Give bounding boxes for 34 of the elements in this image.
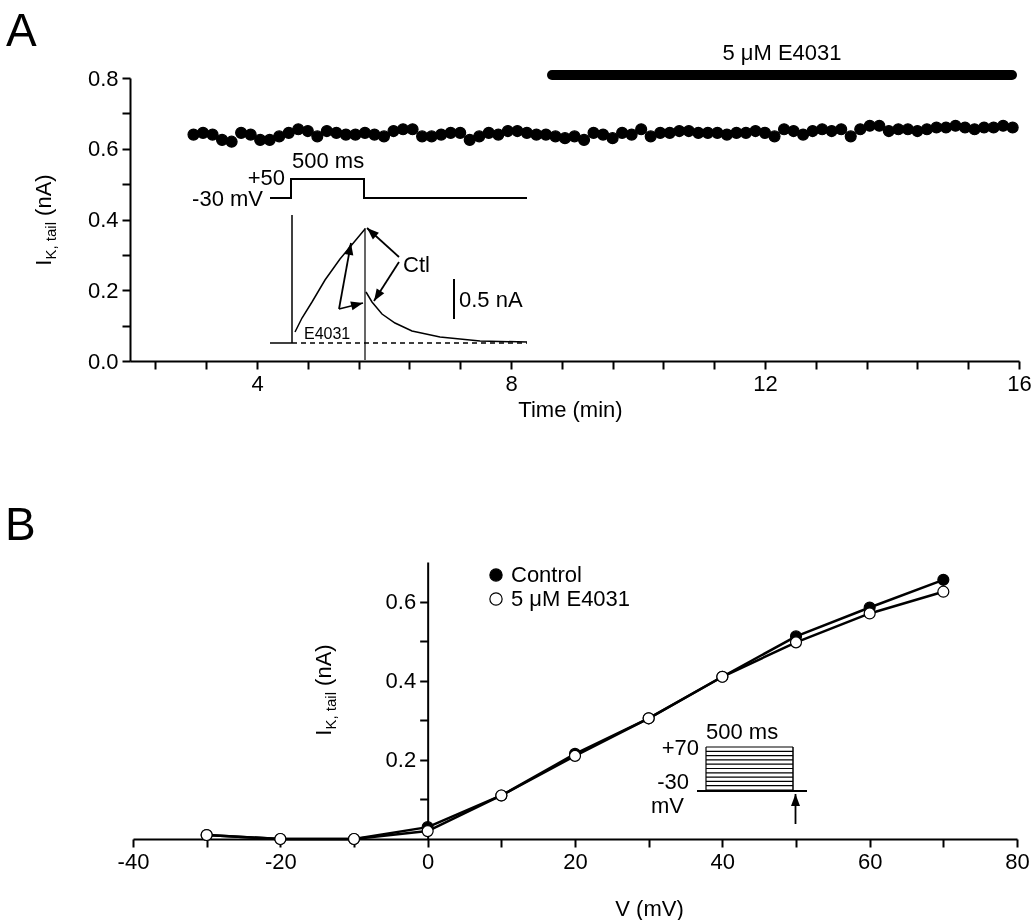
annotation: 500 ms: [292, 148, 365, 173]
x-tick-label: 12: [753, 370, 778, 396]
y-tick-label: 0.4: [87, 207, 119, 232]
annotation: Ctl: [403, 252, 430, 277]
y-tick-label: 0.2: [87, 277, 119, 303]
legend-label: Control: [511, 562, 582, 587]
x-axis-title: V (mV): [615, 895, 684, 920]
x-tick-label: 20: [563, 848, 588, 874]
x-tick-label: 40: [710, 848, 736, 874]
x-tick-label: 80: [1005, 848, 1030, 874]
y-tick-label: 0.8: [87, 65, 119, 91]
x-tick-label: 60: [857, 848, 883, 874]
annotation: -30: [657, 769, 689, 794]
annotation: E4031: [304, 325, 351, 342]
y-tick-label: 0.2: [385, 747, 417, 773]
y-tick-label: 0.0: [87, 348, 119, 374]
x-axis-title: Time (min): [518, 396, 623, 422]
chart-title: A: [6, 4, 37, 56]
x-tick-label: -40: [117, 848, 150, 874]
y-tick-label: 0.6: [385, 589, 417, 615]
legend-label: 5 μM E4031: [511, 586, 631, 611]
y-tick-label: 0.6: [87, 136, 119, 162]
annotation: 0.5 nA: [459, 287, 523, 312]
x-tick-label: 8: [505, 370, 518, 396]
x-tick-label: 16: [1007, 370, 1032, 396]
annotation: +70: [661, 735, 699, 760]
x-tick-label: 0: [422, 848, 435, 874]
x-tick-label: 4: [251, 370, 264, 396]
annotation: 500 ms: [706, 719, 779, 744]
chart-title: B: [5, 498, 36, 550]
text: 5 μM E4031: [722, 40, 842, 65]
annotation: mV: [651, 793, 685, 818]
y-tick-label: 0.4: [385, 668, 417, 694]
x-tick-label: -20: [264, 848, 297, 874]
